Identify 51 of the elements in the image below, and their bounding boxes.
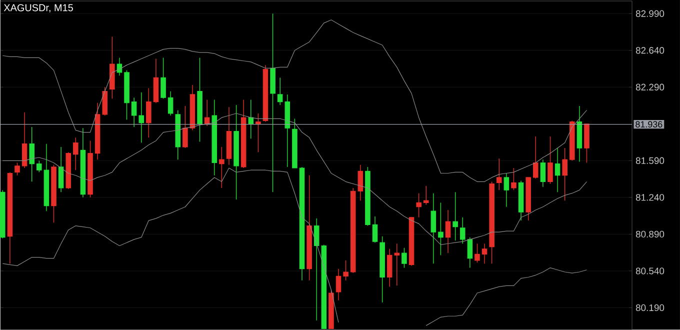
candlestick [394, 243, 400, 286]
candlestick [146, 88, 152, 138]
candlestick [548, 136, 553, 184]
candlestick [168, 90, 174, 116]
candlestick [402, 248, 407, 268]
y-tick-label: 80.540 [636, 268, 664, 274]
candlestick [467, 237, 473, 268]
candlestick [22, 112, 28, 168]
candlestick [438, 202, 444, 256]
y-tick-label: 82.640 [636, 47, 664, 54]
candlestick [73, 137, 78, 170]
candlestick [474, 243, 480, 263]
candlestick [29, 126, 34, 182]
chart-title: XAGUSDr, M15 [4, 4, 73, 12]
ref-line-label: 81.936 [636, 121, 662, 128]
candlestick [562, 148, 568, 201]
candlestick [445, 210, 451, 254]
y-tick-label: 80.890 [636, 230, 664, 238]
candlestick [482, 243, 488, 264]
y-tick-label: 81.240 [636, 194, 664, 201]
candlestick [102, 86, 108, 116]
candlestick [504, 172, 510, 208]
candlestick [248, 99, 254, 139]
candlestick [256, 113, 261, 153]
candlestick [131, 97, 137, 128]
candlestick [496, 158, 502, 190]
candlestick [430, 192, 436, 264]
candlestick [423, 186, 429, 206]
candlestick [372, 216, 378, 243]
candlestick [554, 148, 560, 193]
candlestick [386, 248, 392, 288]
y-tick-label: 82.290 [636, 84, 664, 90]
candlestick [219, 146, 224, 188]
candlestick [460, 217, 466, 244]
candlestick [58, 146, 64, 193]
candlestick [540, 159, 546, 188]
candlestick [452, 192, 458, 241]
candlestick [138, 92, 144, 144]
candlestick [343, 260, 348, 281]
y-tick-label: 81.590 [636, 157, 664, 164]
y-tick-label: 82.990 [636, 10, 664, 17]
candlestick [511, 168, 516, 190]
candlestick [36, 160, 42, 173]
candlestick [160, 57, 166, 100]
candlestick [14, 162, 20, 176]
candlestick [182, 106, 188, 148]
candlestick [533, 136, 538, 179]
y-tick-label: 80.190 [636, 304, 664, 312]
candlestick [116, 57, 122, 76]
candlestick [416, 192, 422, 218]
candlestick [336, 268, 342, 301]
